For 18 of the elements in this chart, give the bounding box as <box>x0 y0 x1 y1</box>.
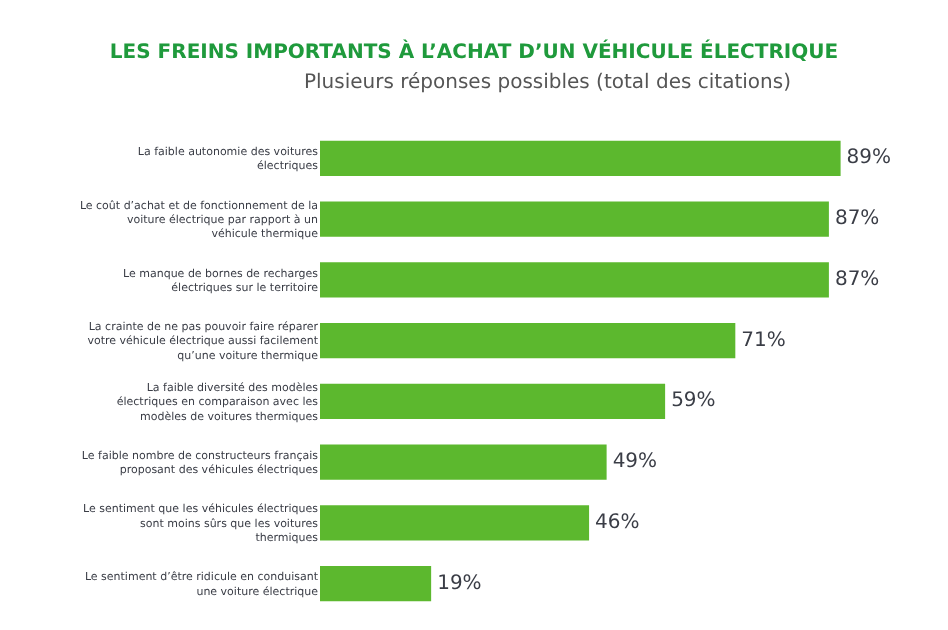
chart-title: LES FREINS IMPORTANTS À L’ACHAT D’UN VÉHICULE ÉLECTRIQUE <box>109 38 839 65</box>
data-label: 89% <box>846 147 892 170</box>
data-label: 49% <box>612 451 658 474</box>
data-label: 87% <box>834 268 880 291</box>
chart-subtitle: Plusieurs réponses possibles (total des citations) <box>304 72 792 94</box>
data-label: 71% <box>741 329 786 352</box>
bar <box>320 140 841 176</box>
bar <box>320 444 607 480</box>
bar <box>320 262 829 298</box>
bar <box>320 566 432 602</box>
data-label: 59% <box>671 390 716 413</box>
data-label: 19% <box>437 572 482 595</box>
data-label: 46% <box>595 511 640 534</box>
bar <box>320 201 829 237</box>
data-label: 87% <box>834 208 880 231</box>
bar <box>320 505 590 541</box>
bar <box>320 383 666 419</box>
bar <box>320 323 736 359</box>
